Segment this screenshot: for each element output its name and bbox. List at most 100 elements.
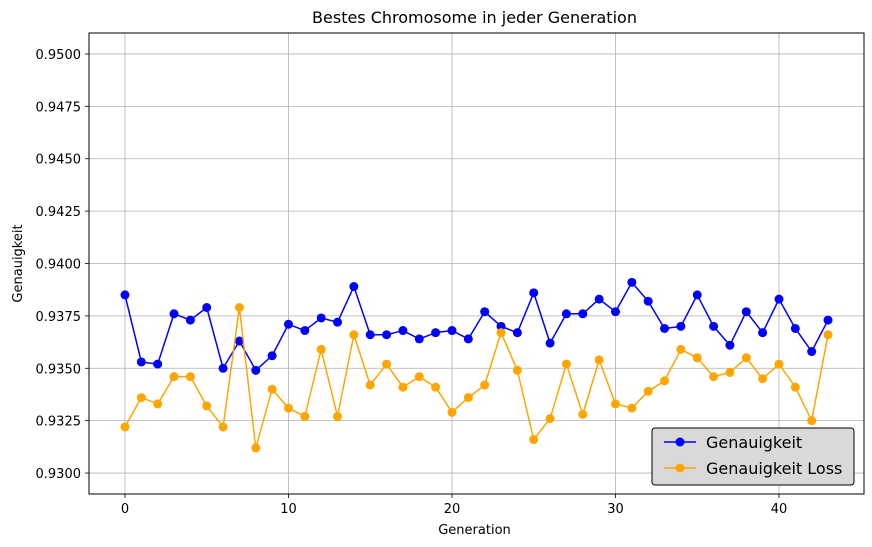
y-tick-label: 0.9450 <box>36 153 82 168</box>
data-point-genauigkeit <box>643 296 653 306</box>
data-point-genauigkeit-loss <box>431 382 441 392</box>
data-point-genauigkeit-loss <box>398 382 408 392</box>
y-axis-title: Genauigkeit <box>11 224 26 302</box>
data-point-genauigkeit <box>316 313 326 323</box>
data-point-genauigkeit <box>774 294 784 304</box>
data-point-genauigkeit-loss <box>643 386 653 396</box>
data-point-genauigkeit <box>153 359 163 369</box>
data-point-genauigkeit <box>202 303 212 313</box>
data-point-genauigkeit-loss <box>660 376 670 386</box>
data-point-genauigkeit <box>578 309 588 319</box>
data-point-genauigkeit <box>709 321 719 331</box>
data-point-genauigkeit <box>758 328 768 338</box>
data-point-genauigkeit <box>676 321 686 331</box>
data-point-genauigkeit-loss <box>185 372 195 382</box>
data-point-genauigkeit-loss <box>578 409 588 419</box>
data-point-genauigkeit-loss <box>234 303 244 313</box>
legend-box <box>651 427 855 486</box>
data-point-genauigkeit <box>823 315 833 325</box>
y-tick-label: 0.9350 <box>36 362 82 377</box>
legend-marker-genauigkeit <box>675 437 685 447</box>
data-point-genauigkeit <box>365 330 375 340</box>
data-point-genauigkeit-loss <box>561 359 571 369</box>
data-point-genauigkeit-loss <box>218 422 228 432</box>
data-point-genauigkeit-loss <box>153 399 163 409</box>
y-tick-label: 0.9300 <box>36 467 82 482</box>
data-point-genauigkeit-loss <box>333 411 343 421</box>
data-point-genauigkeit-loss <box>251 443 261 453</box>
y-tick-label: 0.9400 <box>36 258 82 273</box>
data-point-genauigkeit <box>496 321 506 331</box>
data-point-genauigkeit <box>431 328 441 338</box>
data-point-genauigkeit-loss <box>741 353 751 363</box>
grid <box>89 33 864 494</box>
data-point-genauigkeit-loss <box>463 393 473 403</box>
data-point-genauigkeit <box>529 288 539 298</box>
data-point-genauigkeit <box>300 326 310 336</box>
data-point-genauigkeit <box>480 307 490 317</box>
legend-label-genauigkeit: Genauigkeit <box>706 433 802 452</box>
data-point-genauigkeit-loss <box>594 355 604 365</box>
y-tick-label: 0.9500 <box>36 48 82 63</box>
data-point-genauigkeit-loss <box>790 382 800 392</box>
data-point-genauigkeit-loss <box>169 372 179 382</box>
x-tick-label: 0 <box>121 502 129 517</box>
series-layer <box>120 277 833 453</box>
legend: Genauigkeit Genauigkeit Loss <box>651 427 855 486</box>
data-point-genauigkeit-loss <box>480 380 490 390</box>
data-point-genauigkeit-loss <box>447 407 457 417</box>
data-point-genauigkeit <box>807 347 817 357</box>
data-point-genauigkeit <box>349 282 359 292</box>
data-point-genauigkeit <box>414 334 424 344</box>
data-point-genauigkeit <box>594 294 604 304</box>
data-point-genauigkeit-loss <box>382 359 392 369</box>
data-point-genauigkeit <box>545 338 555 348</box>
data-point-genauigkeit <box>218 363 228 373</box>
data-point-genauigkeit <box>463 334 473 344</box>
data-point-genauigkeit-loss <box>676 344 686 354</box>
data-point-genauigkeit-loss <box>136 393 146 403</box>
data-point-genauigkeit-loss <box>267 384 277 394</box>
y-tick-label: 0.9325 <box>36 415 82 430</box>
data-point-genauigkeit <box>741 307 751 317</box>
data-point-genauigkeit <box>512 328 522 338</box>
legend-label-genauigkeit-loss: Genauigkeit Loss <box>706 459 842 478</box>
data-point-genauigkeit-loss <box>545 414 555 424</box>
y-tick-label: 0.9425 <box>36 205 82 220</box>
x-tick-label: 10 <box>280 502 297 517</box>
data-point-genauigkeit <box>136 357 146 367</box>
data-point-genauigkeit-loss <box>774 359 784 369</box>
data-point-genauigkeit-loss <box>512 365 522 375</box>
data-point-genauigkeit <box>447 326 457 336</box>
data-point-genauigkeit-loss <box>807 416 817 426</box>
y-tick-label: 0.9375 <box>36 310 82 325</box>
data-point-genauigkeit-loss <box>365 380 375 390</box>
x-tick-label: 20 <box>444 502 461 517</box>
data-point-genauigkeit-loss <box>529 435 539 445</box>
data-point-genauigkeit <box>561 309 571 319</box>
data-point-genauigkeit-loss <box>300 411 310 421</box>
chart-title: Bestes Chromosome in jeder Generation <box>312 8 637 27</box>
data-point-genauigkeit <box>382 330 392 340</box>
data-point-genauigkeit-loss <box>414 372 424 382</box>
data-point-genauigkeit <box>251 365 261 375</box>
x-tick-label: 40 <box>771 502 788 517</box>
y-axis: 0.9300 0.9325 0.9350 0.9375 0.9400 0.9425 0.94… <box>36 48 89 482</box>
data-point-genauigkeit <box>234 336 244 346</box>
data-point-genauigkeit-loss <box>610 399 620 409</box>
y-tick-label: 0.9475 <box>36 100 82 115</box>
data-point-genauigkeit <box>169 309 179 319</box>
data-point-genauigkeit <box>692 290 702 300</box>
data-point-genauigkeit-loss <box>120 422 130 432</box>
data-point-genauigkeit <box>627 277 637 287</box>
data-point-genauigkeit <box>725 340 735 350</box>
data-point-genauigkeit <box>610 307 620 317</box>
series-line-genauigkeit <box>124 281 829 372</box>
data-point-genauigkeit-loss <box>496 328 506 338</box>
data-point-genauigkeit-loss <box>758 374 768 384</box>
x-axis-title: Generation <box>438 523 511 538</box>
data-point-genauigkeit-loss <box>725 367 735 377</box>
data-point-genauigkeit <box>120 290 130 300</box>
data-point-genauigkeit-loss <box>316 344 326 354</box>
data-point-genauigkeit <box>333 317 343 327</box>
